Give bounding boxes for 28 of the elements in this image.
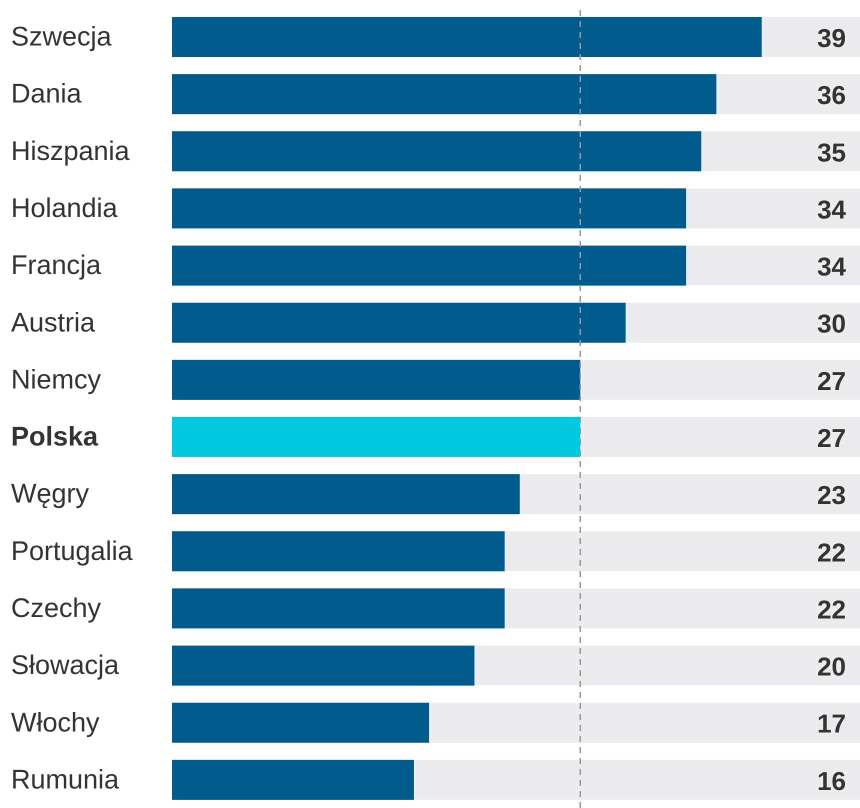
y-tick-label: Hiszpania [11,136,131,166]
data-label: 23 [817,480,846,510]
data-label: 16 [817,766,846,796]
data-label: 20 [817,652,846,682]
data-label: 30 [817,308,846,339]
y-tick-label: Holandia [11,193,119,223]
data-label: 22 [817,537,846,568]
y-tick-label: Polska [11,422,100,452]
y-tick-label: Węgry [11,478,90,509]
y-tick-label: Czechy [11,593,102,623]
y-tick-label: Niemcy [11,364,102,394]
y-tick-label: Szwecja [11,22,113,52]
y-tick-label: Portugalia [11,536,134,566]
data-label: 17 [817,708,846,739]
y-tick-label: Francja [11,250,102,280]
y-tick-label: Słowacja [11,650,120,680]
data-label: 34 [817,194,847,224]
y-tick-label: Austria [11,307,96,338]
data-label: 34 [817,252,847,282]
y-tick-label: Rumunia [11,764,120,794]
y-tick-label: Dania [11,78,83,109]
data-label: 27 [817,423,846,453]
data-label: 36 [817,80,846,110]
data-label: 27 [817,366,846,396]
y-tick-label: Włochy [11,707,100,738]
data-label: 22 [817,594,846,624]
data-label: 35 [817,137,846,168]
data-label: 39 [817,23,846,53]
